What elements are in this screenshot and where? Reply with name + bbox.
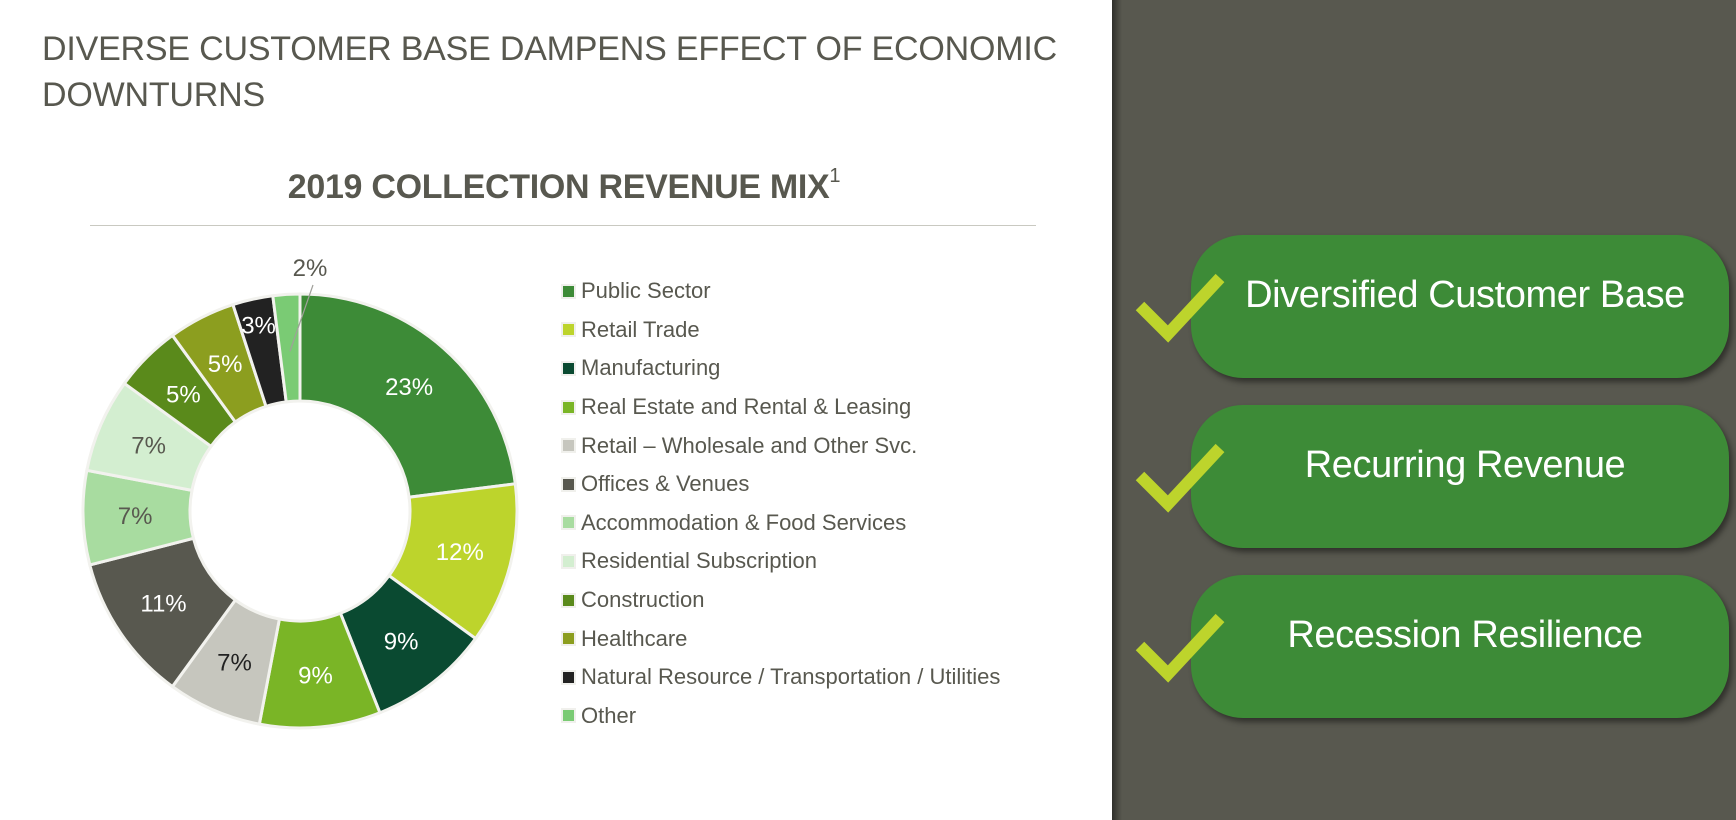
legend-swatch: [563, 517, 574, 529]
legend-label: Real Estate and Rental & Leasing: [581, 394, 912, 420]
highlight-pill-recession: Recession Resilience: [1191, 575, 1729, 718]
slice-label: 5%: [208, 351, 243, 378]
slice-label: 3%: [241, 313, 276, 340]
slice-label: 9%: [384, 628, 419, 655]
highlight-label: Recurring Revenue: [1304, 444, 1626, 486]
legend-item: Public Sector: [563, 272, 1000, 311]
legend-swatch: [563, 594, 574, 606]
legend-swatch: [563, 440, 574, 452]
slice-label: 5%: [166, 381, 201, 408]
legend-label: Accommodation & Food Services: [581, 509, 907, 535]
legend-item: Natural Resource / Transportation / Util…: [563, 658, 1000, 697]
legend-swatch: [563, 633, 574, 645]
chart-title: 2019 COLLECTION REVENUE MIX1: [90, 164, 1038, 207]
footnote-marker: 1: [829, 164, 841, 187]
legend-item: Real Estate and Rental & Leasing: [563, 388, 1000, 427]
legend-swatch: [563, 710, 574, 722]
legend-item: Residential Subscription: [563, 542, 1000, 581]
legend-swatch: [563, 478, 574, 490]
legend-label: Healthcare: [581, 625, 688, 651]
donut-labels: 23%12%9%9%7%11%7%7%5%5%3%2%: [118, 255, 484, 689]
legend-label: Other: [581, 702, 637, 728]
highlight-label: Diversified Customer Base: [1245, 274, 1685, 316]
checkmark-icon: [1135, 273, 1225, 343]
legend-swatch: [563, 671, 574, 683]
slide-title: DIVERSE CUSTOMER BASE DAMPENS EFFECT OF …: [42, 30, 1057, 114]
legend-label: Public Sector: [581, 278, 711, 304]
legend-label: Retail Trade: [581, 316, 700, 342]
leader-line: [289, 284, 314, 352]
legend-swatch: [563, 555, 574, 567]
donut-slice: [298, 292, 517, 499]
legend-label: Natural Resource / Transportation / Util…: [581, 664, 1001, 690]
slice-label: 9%: [298, 662, 333, 689]
slice-label: 2%: [293, 255, 328, 282]
legend-swatch: [563, 285, 574, 297]
highlight-label: Recession Resilience: [1287, 614, 1643, 656]
slice-label: 7%: [131, 432, 166, 459]
slice-label: 7%: [118, 503, 153, 530]
slice-label: 11%: [140, 591, 186, 618]
legend-swatch: [563, 324, 574, 336]
legend-item: Other: [563, 697, 1000, 736]
highlights-panel: Diversified Customer Base Recurring Reve…: [1112, 0, 1736, 820]
legend-item: Retail Trade: [563, 311, 1000, 350]
legend-item: Healthcare: [563, 619, 1000, 658]
donut-slice: [271, 292, 302, 404]
legend-label: Residential Subscription: [581, 548, 818, 574]
legend-label: Retail – Wholesale and Other Svc.: [581, 432, 918, 458]
slice-label: 7%: [217, 649, 252, 676]
legend-swatch: [563, 401, 574, 413]
legend-label: Manufacturing: [581, 355, 721, 381]
legend-item: Retail – Wholesale and Other Svc.: [563, 426, 1000, 465]
checkmark-icon: [1135, 613, 1225, 683]
donut-slices: [81, 292, 519, 730]
chart-title-text: 2019 COLLECTION REVENUE MIX: [287, 168, 830, 206]
chart-legend: Public Sector Retail Trade Manufacturing…: [563, 272, 1000, 735]
donut-chart: 23%12%9%9%7%11%7%7%5%5%3%2%: [81, 255, 519, 730]
legend-item: Offices & Venues: [563, 465, 1000, 504]
title-divider: [90, 225, 1036, 226]
legend-label: Construction: [581, 587, 705, 613]
legend-item: Manufacturing: [563, 349, 1000, 388]
legend-item: Construction: [563, 581, 1000, 620]
legend-swatch: [563, 362, 574, 374]
highlight-pill-diversified: Diversified Customer Base: [1191, 235, 1729, 378]
legend-label: Offices & Venues: [581, 471, 750, 497]
checkmark-icon: [1135, 443, 1225, 513]
slice-label: 23%: [385, 374, 433, 401]
slice-label: 12%: [436, 539, 484, 566]
legend-item: Accommodation & Food Services: [563, 504, 1000, 543]
highlight-pill-recurring: Recurring Revenue: [1191, 405, 1729, 548]
